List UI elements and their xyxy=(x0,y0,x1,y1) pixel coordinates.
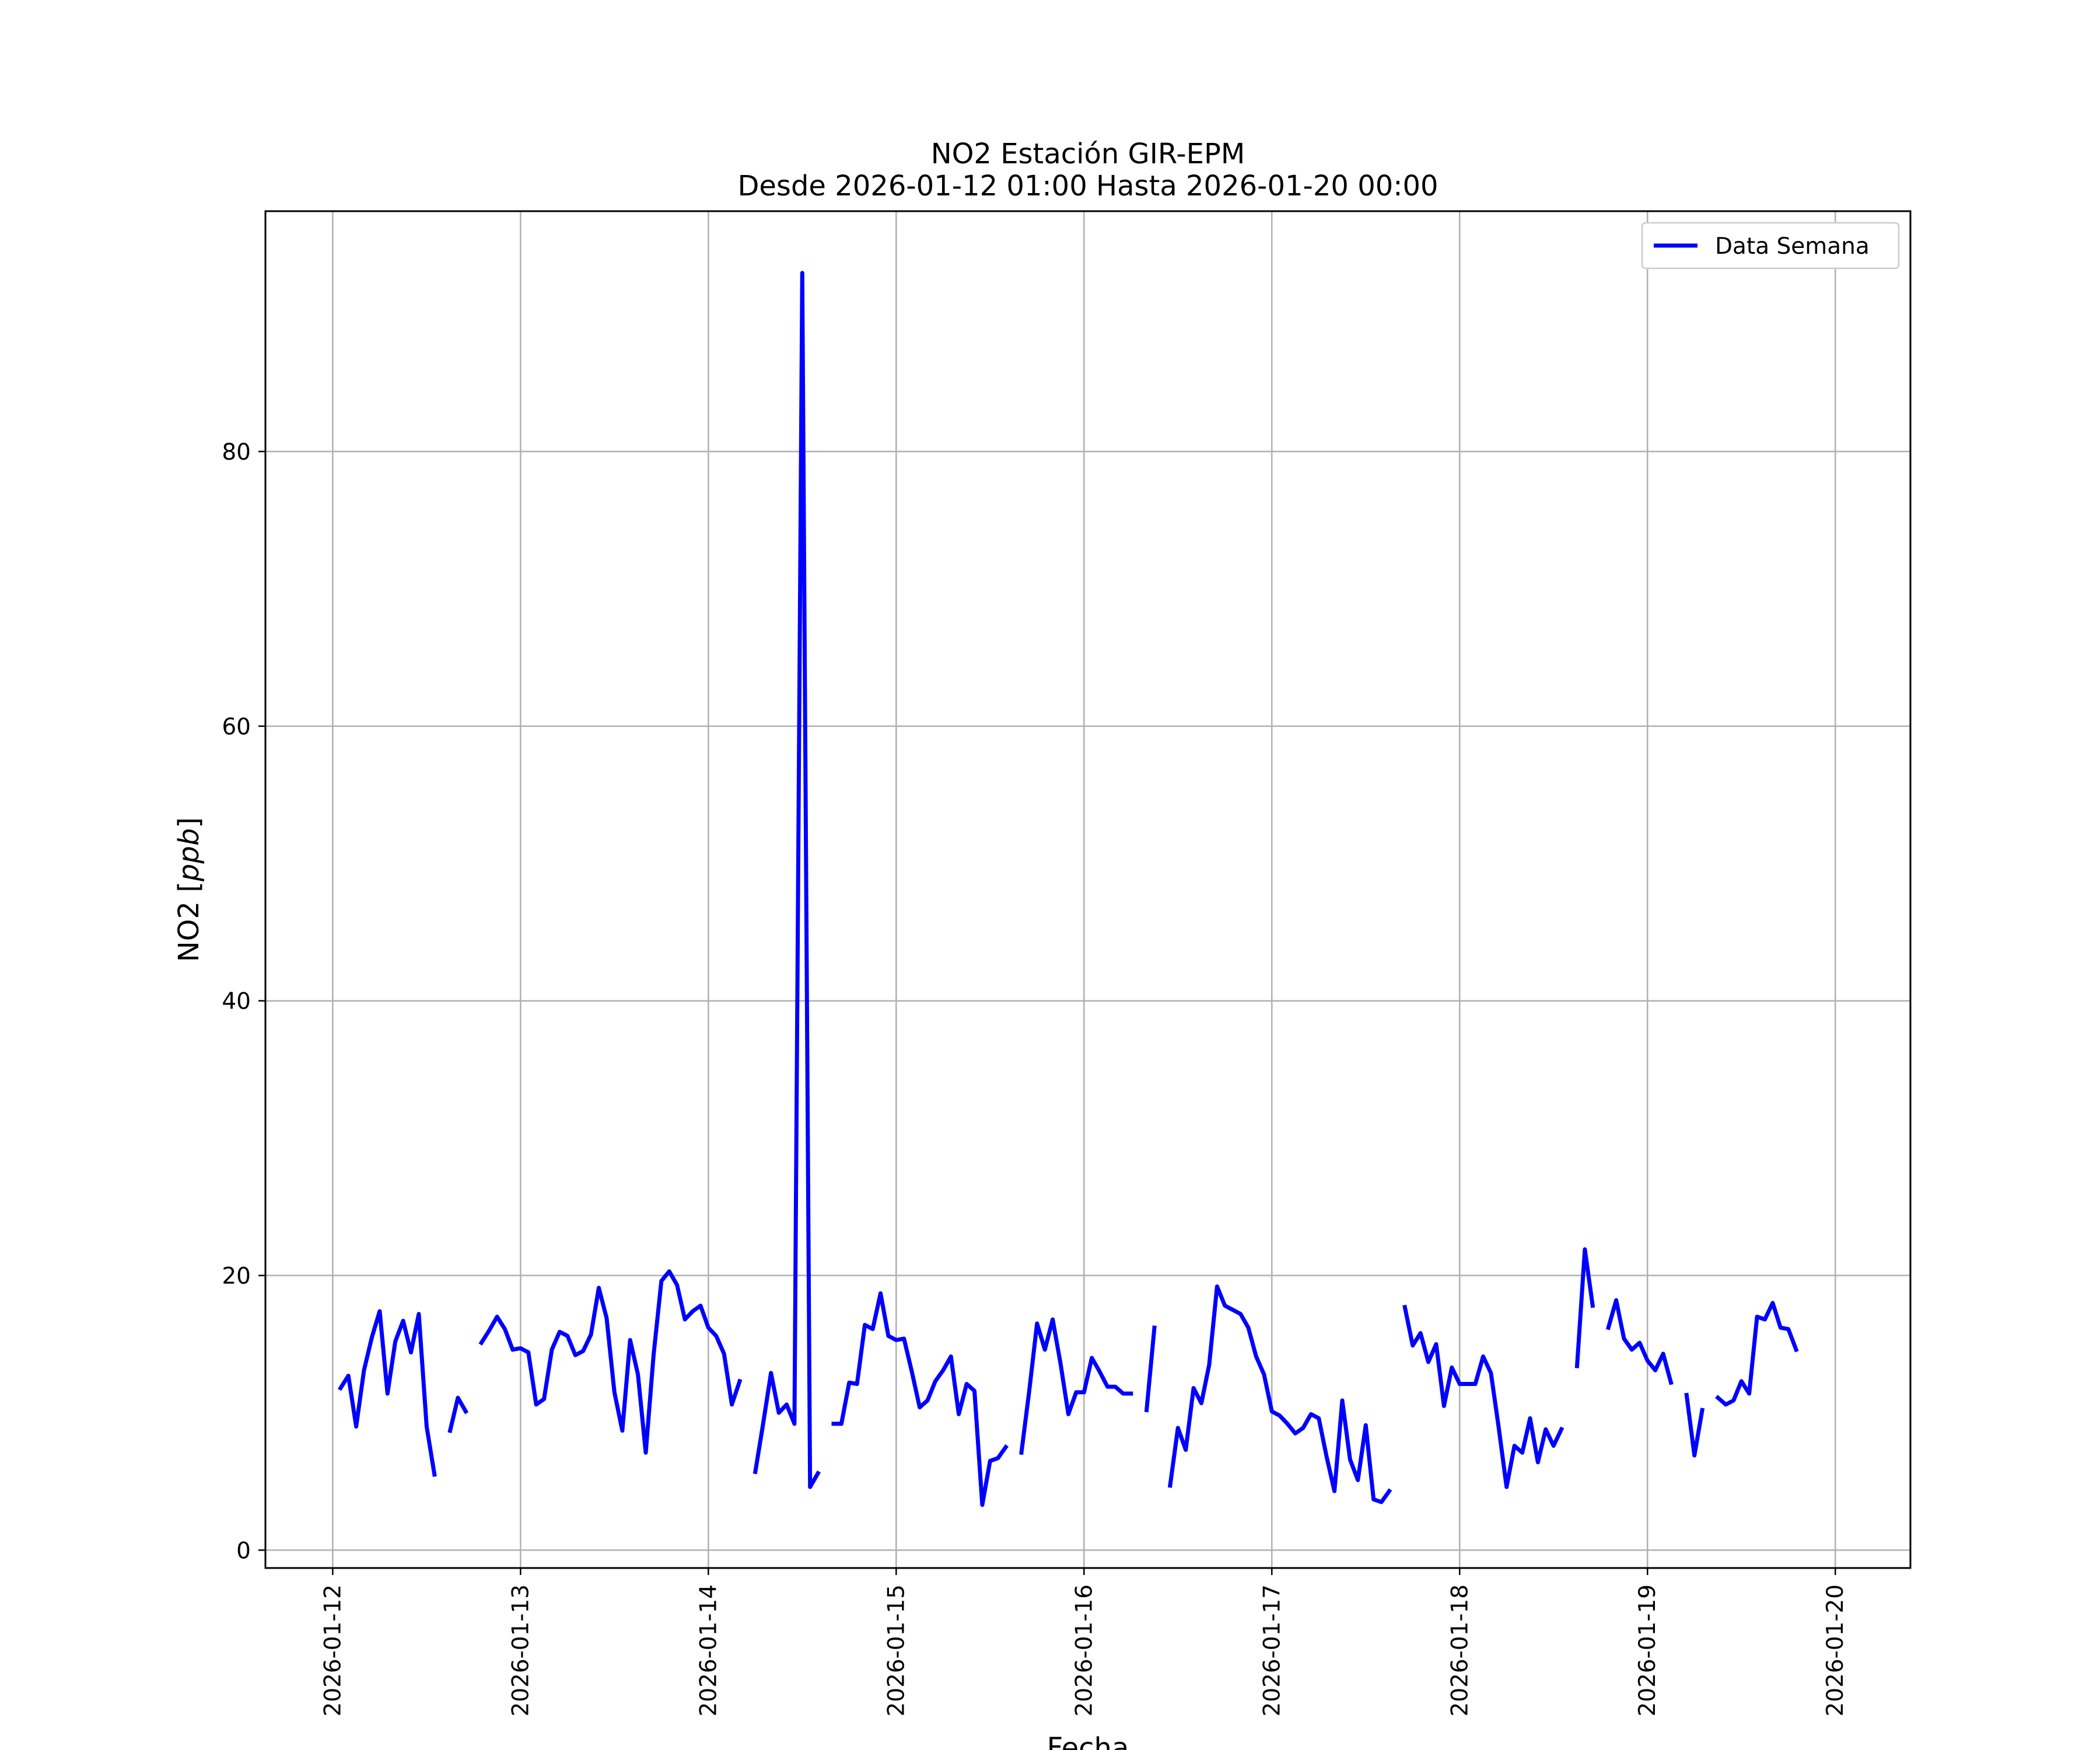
series-line-segment xyxy=(1605,1298,1674,1385)
x-axis-label: Fecha xyxy=(1047,1732,1129,1750)
series-line-segment xyxy=(1144,1325,1157,1413)
axis-ticks: 2026-01-12 2026-01-13 2026-01-14 2026-01-15… xyxy=(222,439,1849,1717)
y-tick-label: 20 xyxy=(222,1264,251,1290)
x-tick-label: 2026-01-14 xyxy=(695,1584,722,1717)
series-line-segment xyxy=(1167,1284,1392,1504)
y-tick-label: 40 xyxy=(222,989,251,1015)
x-tick-label: 2026-01-18 xyxy=(1447,1584,1473,1717)
plot-frame xyxy=(264,210,1912,1569)
legend-box xyxy=(1641,222,1900,270)
series-line-segment xyxy=(752,271,821,1489)
grid-lines xyxy=(265,211,1910,1568)
x-tick-label: 2026-01-20 xyxy=(1822,1584,1849,1717)
x-tick-label: 2026-01-15 xyxy=(883,1584,909,1717)
x-tick-label: 2026-01-13 xyxy=(508,1584,534,1717)
x-tick-label: 2026-01-16 xyxy=(1071,1584,1097,1717)
series-line-segment xyxy=(1574,1247,1595,1368)
series-line-segment xyxy=(1402,1304,1564,1489)
y-tick-label: 0 xyxy=(236,1538,251,1564)
series-line-segment xyxy=(1019,1317,1133,1455)
y-axis-label: NO2 [ppb] xyxy=(173,817,205,962)
series-line-segment xyxy=(1684,1392,1705,1458)
y-tick-label: 60 xyxy=(222,714,251,740)
series-line-segment xyxy=(1715,1301,1799,1407)
y-tick-label: 80 xyxy=(222,439,251,466)
data-series-layer xyxy=(337,271,1799,1507)
series-line-segment xyxy=(478,1269,743,1455)
x-tick-label: 2026-01-17 xyxy=(1259,1584,1285,1717)
chart-subtitle: Desde 2026-01-12 01:00 Hasta 2026-01-20 … xyxy=(737,170,1438,202)
legend-label: Data Semana xyxy=(1715,233,1870,260)
series-line-segment xyxy=(337,1309,437,1477)
chart-title: NO2 Estación GIR-EPM xyxy=(931,138,1245,170)
legend: Data Semana xyxy=(1641,222,1900,270)
x-tick-label: 2026-01-12 xyxy=(320,1584,346,1717)
series-line-segment xyxy=(831,1291,1009,1507)
series-line-segment xyxy=(447,1395,469,1433)
x-tick-label: 2026-01-19 xyxy=(1634,1584,1661,1717)
